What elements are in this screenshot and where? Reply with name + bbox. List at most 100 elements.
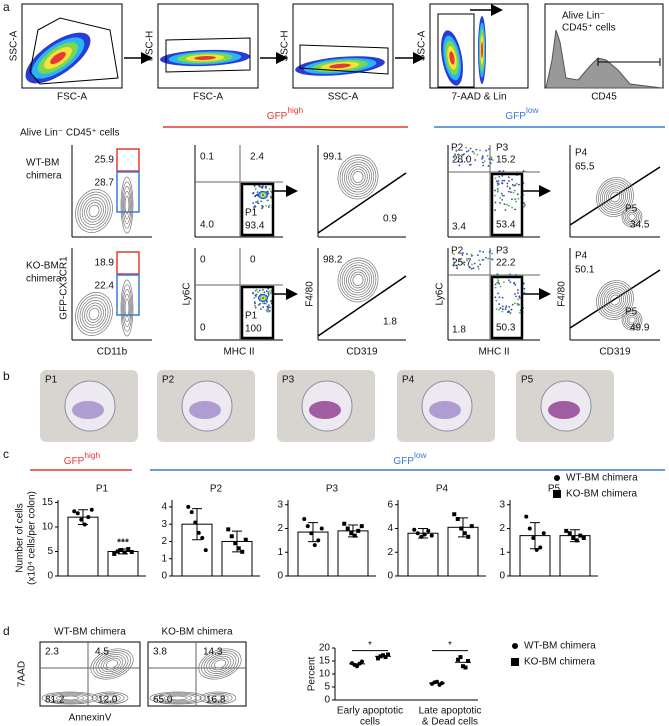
y-tick-label: 3: [161, 519, 167, 530]
event: [454, 153, 456, 156]
event: [507, 204, 510, 207]
group-label-base: GFP: [267, 111, 288, 122]
event: [505, 203, 508, 206]
event: [517, 197, 520, 200]
contour: [60, 695, 80, 701]
data-point: [196, 530, 201, 535]
quadrant-value: 0: [250, 255, 256, 266]
chart-title: P5: [548, 484, 561, 495]
x-axis-label: FSC-A: [193, 92, 223, 103]
event: [498, 296, 501, 299]
contour: [621, 309, 643, 331]
event: [477, 267, 480, 270]
group-label-base: GFP: [393, 456, 414, 467]
event: [470, 253, 473, 256]
data-point: [72, 509, 77, 514]
y-axis-label: SSC-H: [280, 30, 291, 61]
data-point: [345, 526, 350, 531]
event: [260, 308, 262, 310]
contour: [352, 274, 364, 286]
event: [254, 304, 256, 307]
event: [523, 205, 525, 208]
y-tick-label: 0: [499, 571, 505, 582]
density: [261, 194, 265, 196]
data-point: [82, 522, 87, 527]
event: [262, 205, 264, 208]
quadrant-value: 0: [200, 323, 206, 334]
quadrant-value: 4.5: [95, 647, 109, 658]
contour: [100, 655, 124, 673]
event: [469, 147, 472, 150]
x-axis-label: CD319: [599, 347, 631, 358]
contour: [623, 208, 641, 226]
gate: [29, 17, 119, 85]
contour: [341, 262, 375, 298]
quadrant-value: 22.2: [496, 258, 516, 269]
histogram: [545, 29, 663, 89]
event: [267, 292, 270, 294]
contour: [103, 695, 117, 701]
y-tick-label: 10: [42, 522, 54, 533]
data-point: [112, 551, 117, 556]
event: [465, 150, 468, 153]
event: [485, 149, 488, 152]
legend-marker: [512, 643, 518, 649]
gate-name: P4: [575, 148, 588, 159]
data-point: [456, 657, 460, 662]
contour: [123, 190, 131, 220]
event: [494, 296, 497, 299]
event: [475, 148, 478, 151]
event: [485, 256, 487, 259]
event: [465, 157, 468, 160]
data-point: [419, 534, 424, 539]
event: [491, 258, 494, 261]
data-point: [426, 528, 431, 533]
y-tick-label: 0: [387, 571, 393, 582]
event: [501, 198, 504, 201]
quadrant-value: 98.2: [323, 255, 343, 266]
contour: [75, 189, 113, 233]
x-axis-label: FSC-A: [57, 92, 87, 103]
group-label-sup: high: [287, 105, 303, 115]
data-point: [524, 514, 529, 519]
gate: [490, 275, 524, 340]
event: [486, 154, 489, 157]
data-point: [226, 527, 231, 532]
event: [466, 253, 468, 255]
data-point: [86, 515, 91, 520]
event: [499, 307, 502, 310]
y-axis-label: GFP-CX3CR1: [59, 256, 70, 320]
y-tick-label: 2: [499, 523, 505, 534]
gate-name: P1: [245, 208, 258, 219]
quadrant-value: 0: [200, 255, 206, 266]
event: [256, 291, 259, 293]
quadrant-value: 15.2: [496, 155, 516, 166]
legend-label: KO-BM chimera: [566, 489, 638, 500]
y-tick-label: 4: [387, 523, 393, 534]
contour: [604, 288, 626, 312]
data-point: [360, 659, 364, 664]
event: [504, 209, 507, 211]
contour: [198, 648, 242, 680]
data-point: [383, 655, 388, 660]
gate-value: 28.7: [95, 178, 115, 189]
row-label: KO-BM: [26, 261, 59, 272]
event: [511, 183, 514, 186]
event: [495, 308, 498, 311]
group-label-sup: low: [414, 450, 428, 460]
contour: [99, 694, 121, 702]
event: [516, 289, 519, 292]
event: [471, 150, 474, 153]
quadrant-value: 14.3: [203, 647, 223, 658]
event: [456, 264, 458, 267]
event: [500, 192, 503, 195]
data-point: [463, 665, 468, 670]
y-axis-label: Ly6C: [435, 283, 446, 306]
event: [494, 283, 497, 286]
gate: [116, 274, 140, 316]
quadrant-value: 4.0: [200, 220, 214, 231]
event: [471, 263, 473, 266]
event: [523, 202, 525, 204]
event: [254, 195, 257, 198]
event: [462, 261, 465, 264]
